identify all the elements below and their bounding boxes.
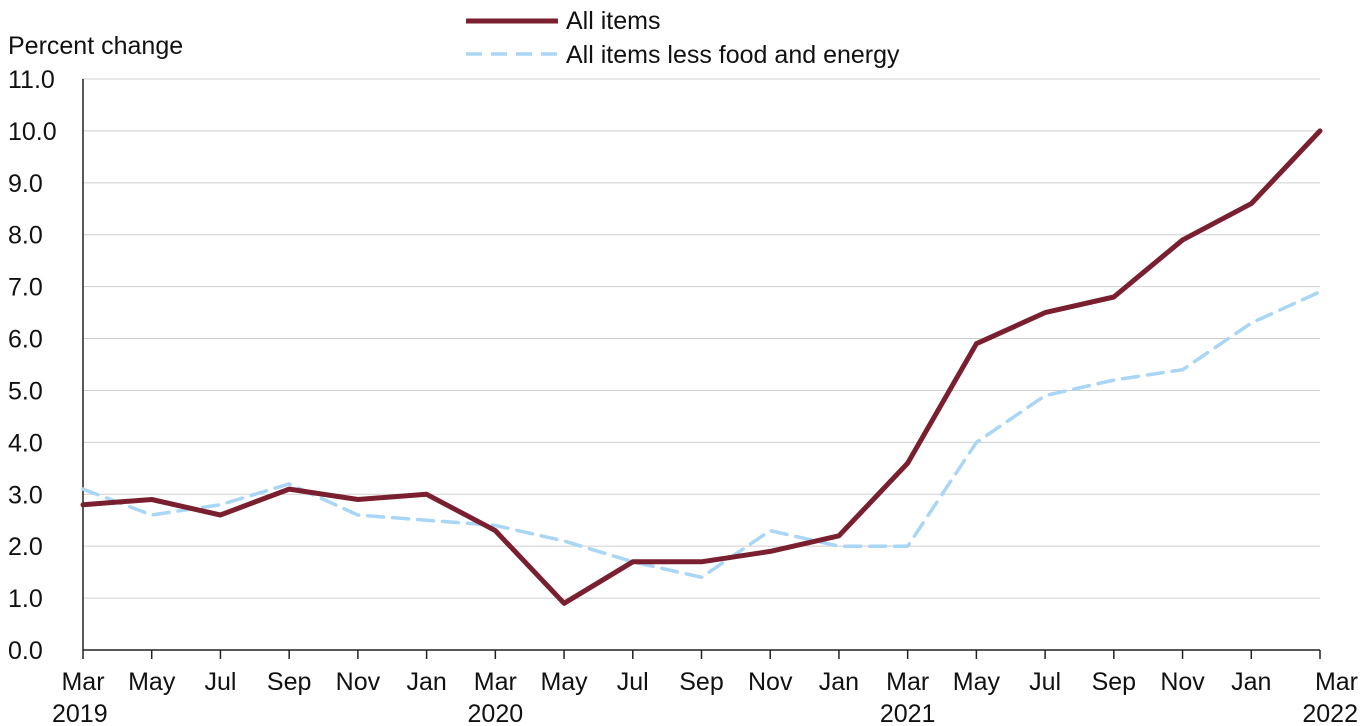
y-tick-label: 5.0 [8,377,43,405]
y-tick-label: 10.0 [8,118,57,146]
y-tick-labels: 0.0 1.0 2.0 3.0 4.0 5.0 6.0 7.0 8.0 9.0 10.0 11.0 [8,66,57,665]
series-lines [80,128,1323,606]
x-tick-label: Jan [819,668,859,696]
x-tick-label: Jul [617,668,649,696]
y-tick-label: 1.0 [8,585,43,613]
axes [82,79,1321,659]
y-tick-label: 8.0 [8,222,43,250]
x-tick-label: Jul [204,668,236,696]
x-tick-label: Mar [886,668,929,696]
y-tick-label: 11.0 [8,66,55,94]
legend-label-core: All items less food and energy [566,41,900,69]
x-year-label: 2019 [52,700,108,726]
x-tick-label: May [540,668,588,696]
y-tick-label: 0.0 [8,637,43,665]
y-tick-label: 4.0 [8,429,43,457]
x-tick-label: Nov [1160,668,1205,696]
x-tick-label: Mar [61,668,104,696]
x-year-label: 2020 [468,700,524,726]
x-tick-label: Jan [1231,668,1271,696]
x-tick-label: Mar [474,668,517,696]
x-tick-label: May [128,668,176,696]
y-tick-label: 3.0 [8,481,43,509]
x-tick-label: Jul [1029,668,1061,696]
series-line-core [81,290,1322,580]
x-year-label: 2021 [880,700,936,726]
x-tick-label: Nov [336,668,381,696]
series-line-all-items [80,128,1323,606]
y-tick-label: 7.0 [8,274,43,302]
x-tick-label: Mar [1315,668,1358,696]
x-tick-label: May [953,668,1001,696]
y-tick-label: 6.0 [8,326,43,354]
y-tick-label: 9.0 [8,170,43,198]
x-tick-labels: Mar May Jul Sep Nov Jan Mar May Jul Sep Nov Jan Mar M… [52,668,1358,726]
legend-label-all-items: All items [566,7,660,35]
x-tick-label: Sep [267,668,311,696]
x-tick-label: Nov [748,668,793,696]
x-tick-label: Sep [1092,668,1136,696]
x-year-label: 2022 [1302,700,1358,726]
x-tick-label: Sep [679,668,723,696]
y-tick-label: 2.0 [8,533,43,561]
x-tick-label: Jan [406,668,446,696]
gridlines [83,78,1320,599]
y-axis-title: Percent change [8,32,183,60]
legend: All items All items less food and energy [466,7,900,69]
